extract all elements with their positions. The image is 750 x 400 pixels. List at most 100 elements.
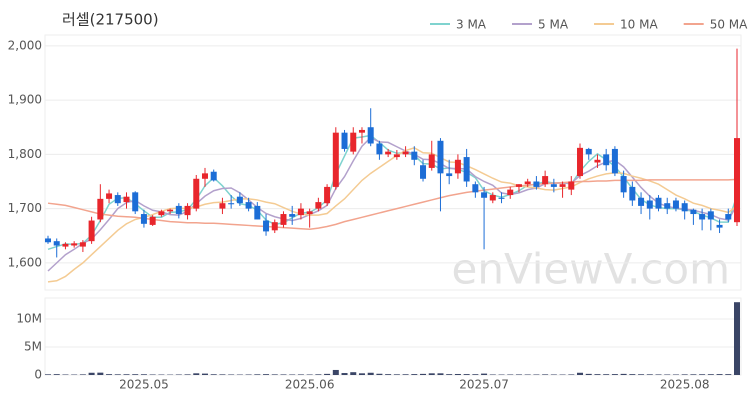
volume-bar: [271, 374, 278, 375]
volume-bar: [428, 373, 435, 375]
candle-body: [664, 203, 671, 209]
volume-bar: [420, 373, 427, 375]
candle-body: [385, 151, 392, 155]
volume-bar: [175, 374, 182, 375]
volume-bar: [385, 374, 392, 375]
candle-body: [446, 173, 453, 177]
volume-bar: [716, 374, 723, 375]
candle-body: [53, 241, 60, 246]
candle-body: [88, 220, 95, 242]
candle-body: [577, 147, 584, 177]
volume-bar: [681, 374, 688, 375]
candle-body: [114, 195, 121, 204]
volume-bar: [707, 374, 714, 375]
y-tick-label: 0: [34, 368, 42, 382]
candle-body: [498, 197, 505, 199]
candle-body: [620, 176, 627, 193]
volume-bar: [507, 374, 514, 375]
candle-body: [393, 154, 400, 158]
volume-bar: [655, 374, 662, 375]
volume-bar: [577, 372, 584, 375]
candle-body: [236, 196, 243, 204]
candle-body: [472, 184, 479, 193]
volume-bar: [289, 374, 296, 375]
candle-body: [358, 129, 365, 133]
candle-body: [568, 181, 575, 190]
volume-bar: [568, 374, 575, 375]
candle-body: [149, 216, 156, 225]
volume-bar: [585, 373, 592, 375]
volume-bar: [611, 374, 618, 375]
volume-bar: [542, 374, 549, 375]
candle-body: [132, 192, 139, 212]
candle-body: [123, 196, 130, 203]
candle-body: [594, 159, 601, 163]
volume-bar: [132, 374, 139, 375]
ma-line: [47, 134, 738, 251]
volume-bar: [454, 373, 461, 375]
volume-bar: [350, 372, 357, 375]
candle-body: [228, 203, 235, 205]
volume-bar: [106, 374, 113, 375]
price-panel: [44, 34, 742, 291]
volume-bar: [664, 374, 671, 375]
volume-bar: [533, 374, 540, 375]
candle-body: [524, 181, 531, 185]
candle-body: [638, 197, 645, 206]
volume-bar: [332, 369, 339, 375]
candle-body: [437, 140, 444, 174]
volume-bar: [734, 302, 740, 375]
candle-body: [263, 220, 270, 232]
candle-body: [297, 208, 304, 216]
volume-bar: [62, 374, 69, 375]
candle-body: [341, 132, 348, 149]
volume-bar: [184, 374, 191, 375]
candle-body: [725, 214, 732, 220]
volume-bar: [210, 374, 217, 375]
volume-bar: [603, 374, 610, 375]
candle-body: [515, 184, 522, 187]
candle-body: [585, 148, 592, 155]
candle-body: [97, 198, 104, 220]
candle-body: [254, 205, 261, 220]
y-tick-label: 5M: [24, 340, 42, 354]
y-tick-label: 1,800: [8, 147, 42, 161]
y-tick-label: 1,900: [8, 93, 42, 107]
candle-body: [140, 214, 147, 224]
x-tick-label: 2025.06: [285, 378, 335, 392]
volume-bar: [306, 374, 313, 375]
volume-bar: [341, 373, 348, 375]
volume-bar: [97, 372, 104, 375]
volume-bar: [149, 374, 156, 375]
candle-body: [219, 203, 226, 209]
volume-bar: [358, 373, 365, 375]
candle-body: [716, 224, 723, 228]
candle-body: [175, 205, 182, 215]
volume-bar: [88, 372, 95, 375]
volume-bar: [324, 373, 331, 375]
volume-bar: [699, 374, 706, 375]
candle-body: [201, 173, 208, 179]
legend-label: 50 MA: [710, 18, 748, 32]
candle-body: [707, 211, 714, 220]
volume-panel: [44, 297, 742, 376]
candle-body: [306, 211, 313, 215]
candle-body: [71, 243, 78, 246]
volume-bar: [53, 374, 60, 375]
volume-bar: [550, 374, 557, 375]
candle-body: [690, 209, 697, 215]
candle-body: [315, 202, 322, 209]
y-tick-label: 2,000: [8, 38, 42, 52]
candle-body: [332, 132, 339, 187]
volume-bar: [411, 374, 418, 375]
candle-body: [79, 242, 86, 247]
volume-bar: [280, 374, 287, 375]
volume-bar: [228, 374, 235, 375]
volume-bar: [481, 373, 488, 375]
candle-body: [367, 127, 374, 144]
candle-body: [507, 189, 514, 196]
candle-body: [402, 151, 409, 155]
volume-bar: [489, 374, 496, 375]
candle-body: [271, 222, 278, 231]
